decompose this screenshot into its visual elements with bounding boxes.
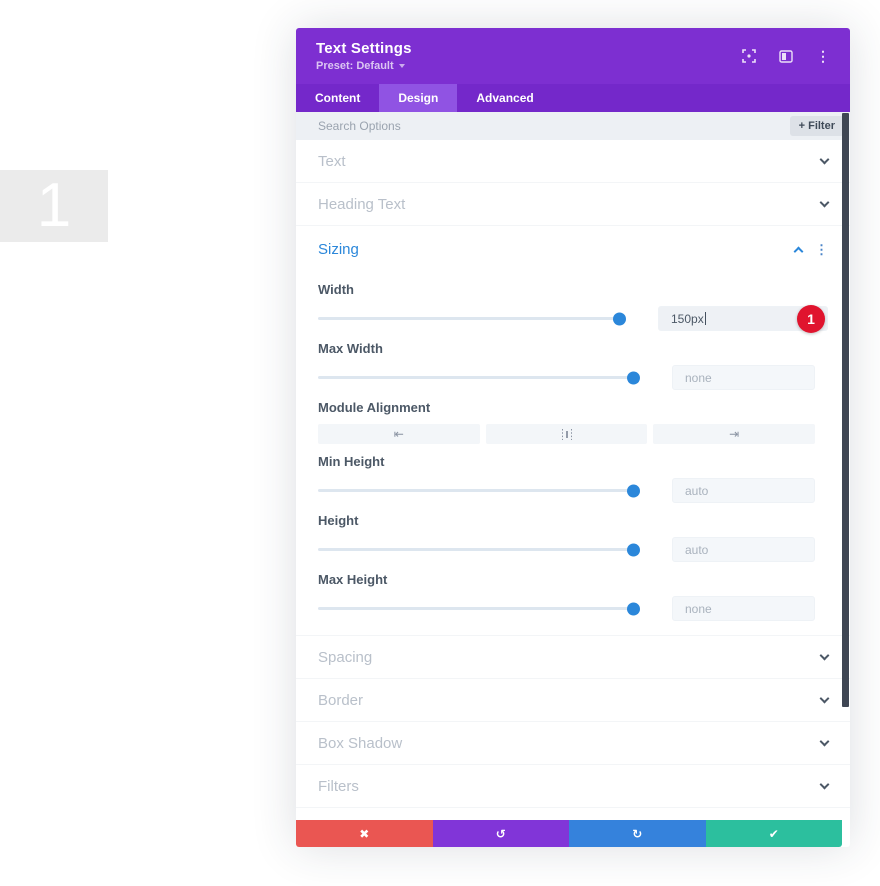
max-height-slider-handle[interactable] — [627, 602, 640, 615]
align-center-icon — [560, 428, 574, 440]
section-filters-title: Filters — [318, 777, 359, 795]
align-center-button[interactable] — [485, 424, 648, 444]
settings-scroll-area: Text Heading Text Sizing ⋮ Width — [296, 140, 850, 820]
modal-header-icons: ⋮ — [742, 49, 830, 63]
text-cursor — [704, 312, 706, 325]
section-border-title: Border — [318, 691, 364, 709]
max-height-value: none — [685, 601, 712, 616]
chevron-up-icon[interactable] — [793, 246, 804, 256]
modal-header: Text Settings Preset: Default — [296, 28, 850, 84]
section-border[interactable]: Border — [296, 679, 850, 722]
module-alignment-buttons: ⇤ ⇥ — [318, 424, 828, 444]
settings-tabs: Content Design Advanced — [296, 84, 850, 112]
undo-icon: ↺ — [495, 826, 506, 841]
max-width-slider[interactable] — [318, 371, 640, 384]
max-height-input[interactable]: none — [672, 596, 815, 621]
width-slider[interactable] — [318, 312, 626, 325]
width-input[interactable]: 150px 1 — [658, 304, 828, 333]
section-sizing-expanded: Sizing ⋮ Width 150px 1 — [296, 226, 850, 636]
height-slider-handle[interactable] — [627, 543, 640, 556]
min-height-slider[interactable] — [318, 484, 640, 497]
section-filters[interactable]: Filters — [296, 765, 850, 808]
align-right-icon: ⇥ — [729, 427, 740, 441]
search-options-bar: + Filter — [296, 112, 850, 140]
section-sizing-title: Sizing — [318, 240, 359, 258]
min-height-label: Min Height — [318, 454, 385, 469]
undo-button[interactable]: ↺ — [432, 820, 569, 847]
focus-expand-icon[interactable] — [742, 49, 756, 63]
section-spacing[interactable]: Spacing — [296, 636, 850, 679]
split-view-icon[interactable] — [779, 49, 793, 63]
align-left-button[interactable]: ⇤ — [318, 424, 480, 444]
redo-button[interactable]: ↻ — [569, 820, 706, 847]
section-spacing-title: Spacing — [318, 648, 373, 666]
tab-advanced[interactable]: Advanced — [476, 91, 534, 105]
preset-selector[interactable]: Preset: Default — [316, 60, 412, 72]
modal-header-left: Text Settings Preset: Default — [316, 40, 412, 72]
width-control-row: 150px 1 — [318, 304, 828, 333]
height-slider[interactable] — [318, 543, 640, 556]
section-box-shadow[interactable]: Box Shadow — [296, 722, 850, 765]
chevron-down-icon — [819, 650, 830, 660]
min-height-control-row: auto — [318, 478, 828, 503]
preset-label: Preset: Default — [316, 60, 394, 72]
tab-content[interactable]: Content — [315, 91, 361, 105]
header-menu-icon[interactable]: ⋮ — [816, 48, 830, 64]
section-text[interactable]: Text — [296, 140, 850, 183]
section-box-shadow-title: Box Shadow — [318, 734, 403, 752]
align-right-button[interactable]: ⇥ — [653, 424, 816, 444]
min-height-value: auto — [685, 483, 709, 498]
modal-scrollbar[interactable] — [842, 113, 849, 707]
max-width-control-row: none — [318, 365, 828, 390]
chevron-down-icon — [819, 197, 830, 207]
height-value: auto — [685, 542, 709, 557]
height-input[interactable]: auto — [672, 537, 815, 562]
section-transform[interactable]: Transform — [296, 808, 850, 820]
section-heading-text-title: Heading Text — [318, 195, 406, 213]
chevron-down-icon — [819, 779, 830, 789]
width-label: Width — [318, 282, 354, 297]
save-button[interactable]: ✔ — [705, 820, 842, 847]
max-width-value: none — [685, 370, 712, 385]
max-width-label: Max Width — [318, 341, 383, 356]
preset-caret-icon — [398, 64, 405, 68]
discard-button[interactable]: ✖ — [296, 820, 433, 847]
tab-design[interactable]: Design — [379, 84, 458, 112]
module-alignment-label: Module Alignment — [318, 400, 431, 415]
check-icon: ✔ — [768, 826, 779, 841]
step-number: 1 — [36, 171, 72, 240]
width-value: 150px — [671, 311, 704, 326]
section-text-title: Text — [318, 152, 346, 170]
step-number-watermark: 1 — [0, 170, 108, 242]
max-width-slider-handle[interactable] — [627, 371, 640, 384]
modal-action-bar: ✖ ↺ ↻ ✔ — [296, 820, 842, 847]
sizing-menu-icon[interactable]: ⋮ — [815, 241, 828, 257]
chevron-down-icon — [819, 693, 830, 703]
align-left-icon: ⇤ — [393, 427, 404, 441]
sizing-header-icons: ⋮ — [793, 241, 828, 257]
redo-icon: ↻ — [632, 826, 643, 841]
chevron-down-icon — [819, 736, 830, 746]
max-height-control-row: none — [318, 596, 828, 621]
search-options-input[interactable] — [318, 119, 790, 133]
max-height-slider[interactable] — [318, 602, 640, 615]
height-control-row: auto — [318, 537, 828, 562]
height-label: Height — [318, 513, 359, 528]
section-heading-text[interactable]: Heading Text — [296, 183, 850, 226]
step-badge: 1 — [797, 304, 825, 333]
min-height-input[interactable]: auto — [672, 478, 815, 503]
max-height-label: Max Height — [318, 572, 388, 587]
close-icon: ✖ — [359, 826, 370, 841]
filter-button[interactable]: + Filter — [789, 116, 844, 136]
text-settings-modal: Text Settings Preset: Default — [296, 28, 850, 847]
max-width-input[interactable]: none — [672, 365, 815, 390]
min-height-slider-handle[interactable] — [627, 484, 640, 497]
chevron-down-icon — [819, 154, 830, 164]
modal-title: Text Settings — [316, 40, 412, 57]
section-sizing-header[interactable]: Sizing ⋮ — [318, 226, 828, 272]
width-slider-handle[interactable] — [613, 312, 626, 325]
